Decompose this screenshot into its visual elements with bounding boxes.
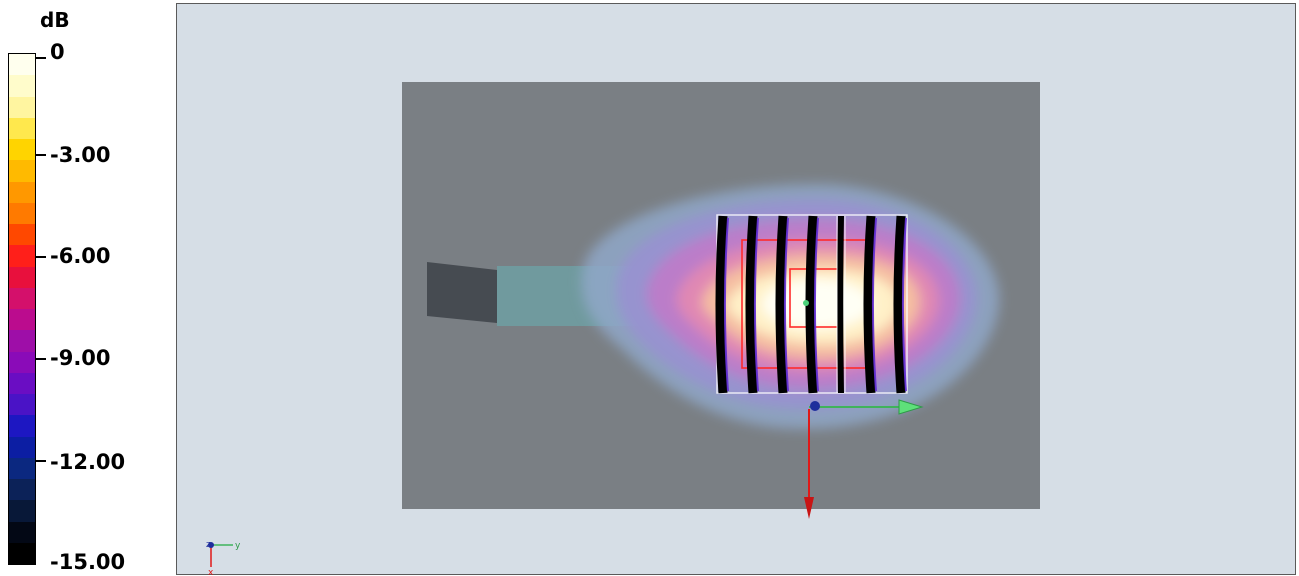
legend-swatch-10	[9, 266, 35, 288]
legend-swatch-6	[9, 181, 35, 203]
legend-swatch-3	[9, 117, 35, 139]
legend-tick-mark	[36, 358, 46, 360]
triad-y-label: y	[235, 541, 241, 551]
legend-tick-label-5: -15.00	[50, 550, 126, 574]
antenna-array	[715, 214, 908, 394]
legend-swatch-12	[9, 309, 35, 331]
orientation-triad: z y x	[206, 540, 241, 576]
legend-swatch-7	[9, 202, 35, 224]
legend-swatch-1	[9, 75, 35, 97]
3d-viewport[interactable]: z y x	[176, 3, 1297, 576]
legend-swatch-5	[9, 160, 35, 182]
legend-swatch-14	[9, 351, 35, 373]
legend-swatch-0	[9, 54, 35, 76]
legend-swatch-13	[9, 330, 35, 352]
legend-tick-label-1: -3.00	[50, 143, 111, 167]
legend-swatch-15	[9, 372, 35, 394]
legend-tick-mark	[36, 256, 46, 258]
legend-swatch-18	[9, 436, 35, 458]
legend-swatch-19	[9, 457, 35, 479]
legend-tick-label-4: -12.00	[50, 450, 126, 474]
legend-swatch-8	[9, 224, 35, 246]
legend-swatch-23	[9, 542, 35, 564]
legend-tick-mark	[36, 154, 46, 156]
legend-tick-label-0: 0	[50, 40, 65, 64]
legend-swatch-2	[9, 96, 35, 118]
legend-swatch-16	[9, 394, 35, 416]
legend-unit-label: dB	[40, 8, 70, 32]
legend-swatch-4	[9, 139, 35, 161]
waveguide-end-face	[427, 262, 497, 323]
legend-tick-label-3: -9.00	[50, 346, 111, 370]
legend-tick-mark	[36, 460, 46, 462]
triad-x-label: x	[208, 568, 214, 576]
legend-color-bar	[8, 53, 36, 565]
legend-swatch-20	[9, 479, 35, 501]
axes-gizmo[interactable]	[804, 399, 924, 519]
legend-swatch-9	[9, 245, 35, 267]
legend-tick-mark	[36, 57, 46, 59]
legend-tick-label-2: -6.00	[50, 244, 111, 268]
legend-swatch-11	[9, 287, 35, 309]
triad-z-label: z	[206, 540, 211, 550]
color-legend: dB 0 -3.00 -6.00 -9.00 -12.00 -15.00	[0, 0, 176, 575]
legend-swatch-22	[9, 521, 35, 543]
legend-swatch-21	[9, 500, 35, 522]
scene-canvas[interactable]: z y x	[177, 4, 1297, 576]
legend-swatch-17	[9, 415, 35, 437]
